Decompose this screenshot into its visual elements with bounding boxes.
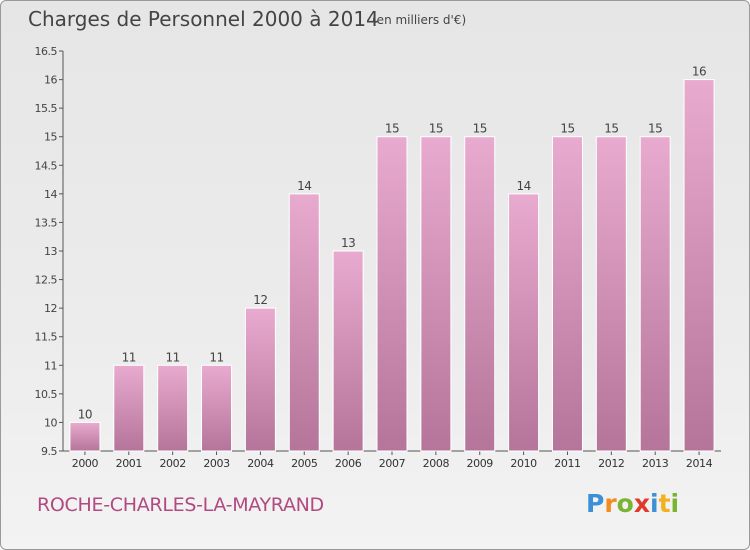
data-label: 12 bbox=[253, 293, 267, 307]
data-label: 15 bbox=[604, 122, 618, 136]
y-tick-label: 16.5 bbox=[35, 45, 58, 58]
data-label: 11 bbox=[122, 350, 136, 364]
x-tick-label: 2008 bbox=[423, 457, 450, 470]
x-tick-label: 2011 bbox=[554, 457, 580, 470]
data-label: 14 bbox=[516, 179, 530, 193]
y-tick-label: 16 bbox=[44, 74, 57, 87]
data-label: 11 bbox=[166, 350, 180, 364]
y-tick-label: 12 bbox=[44, 302, 57, 315]
y-tick-label: 14.5 bbox=[35, 159, 58, 172]
bar bbox=[288, 193, 320, 452]
bar bbox=[244, 307, 276, 452]
data-label: 14 bbox=[297, 179, 311, 193]
y-tick-label: 12.5 bbox=[35, 274, 58, 287]
bar bbox=[157, 364, 189, 452]
data-label: 11 bbox=[209, 350, 223, 364]
data-label: 16 bbox=[692, 65, 706, 79]
x-tick-label: 2001 bbox=[116, 457, 142, 470]
data-label: 15 bbox=[429, 122, 443, 136]
y-tick-label: 13.5 bbox=[35, 216, 58, 229]
proxiti-logo: Proxiti bbox=[586, 489, 680, 518]
data-label: 15 bbox=[473, 122, 487, 136]
data-label: 15 bbox=[560, 122, 574, 136]
bar bbox=[683, 79, 715, 452]
data-label: 15 bbox=[648, 122, 662, 136]
data-label: 10 bbox=[78, 407, 92, 421]
bar bbox=[508, 193, 540, 452]
y-tick-label: 13 bbox=[44, 245, 57, 258]
data-label: 15 bbox=[385, 122, 399, 136]
x-tick-label: 2003 bbox=[203, 457, 230, 470]
x-tick-label: 2004 bbox=[247, 457, 274, 470]
y-tick-label: 11.5 bbox=[35, 331, 58, 344]
commune-name: ROCHE-CHARLES-LA-MAYRAND bbox=[37, 494, 324, 516]
x-tick-label: 2000 bbox=[72, 457, 99, 470]
chart-subtitle: (en milliers d'€) bbox=[372, 13, 467, 27]
data-label: 13 bbox=[341, 236, 355, 250]
y-tick-label: 15.5 bbox=[35, 102, 58, 115]
bar bbox=[201, 364, 233, 452]
x-tick-label: 2012 bbox=[598, 457, 624, 470]
x-tick-label: 2006 bbox=[335, 457, 362, 470]
bar bbox=[113, 364, 145, 452]
x-tick-label: 2014 bbox=[686, 457, 713, 470]
bar bbox=[464, 136, 496, 452]
y-tick-label: 15 bbox=[44, 131, 57, 144]
y-tick-label: 10.5 bbox=[35, 388, 58, 401]
x-tick-label: 2005 bbox=[291, 457, 318, 470]
bar bbox=[551, 136, 583, 452]
y-tick-label: 10 bbox=[44, 416, 57, 429]
bar bbox=[332, 250, 364, 452]
y-tick-label: 11 bbox=[44, 359, 57, 372]
x-tick-label: 2009 bbox=[467, 457, 494, 470]
bar bbox=[595, 136, 627, 452]
x-tick-label: 2002 bbox=[159, 457, 185, 470]
bar bbox=[69, 421, 101, 452]
x-tick-label: 2010 bbox=[510, 457, 537, 470]
bar bbox=[639, 136, 671, 452]
chart-title: Charges de Personnel 2000 à 2014 bbox=[28, 7, 379, 31]
x-tick-label: 2013 bbox=[642, 457, 669, 470]
bar bbox=[420, 136, 452, 452]
y-tick-label: 9.5 bbox=[41, 445, 57, 458]
x-tick-label: 2007 bbox=[379, 457, 406, 470]
bar bbox=[376, 136, 408, 452]
y-tick-label: 14 bbox=[44, 188, 57, 201]
